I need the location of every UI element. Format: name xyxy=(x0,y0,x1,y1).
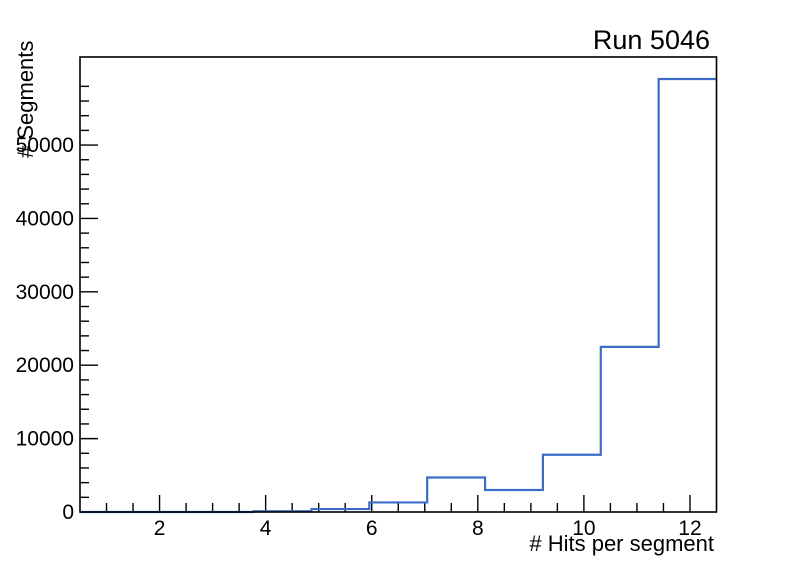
y-axis-title: # Segments xyxy=(13,41,38,158)
y-tick-label: 50000 xyxy=(16,134,74,157)
plot-frame xyxy=(79,56,718,513)
y-tick-label: 40000 xyxy=(16,207,74,230)
x-axis-title: # Hits per segment xyxy=(529,531,714,556)
y-tick-label: 10000 xyxy=(16,428,74,451)
x-tick-label: 8 xyxy=(472,517,484,540)
y-tick-label: 30000 xyxy=(16,281,74,304)
y-tick-label: 20000 xyxy=(16,354,74,377)
axis-ticks xyxy=(80,85,691,513)
x-tick-label: 2 xyxy=(154,517,166,540)
x-tick-label: 6 xyxy=(366,517,378,540)
x-tick-label: 10 xyxy=(572,517,595,540)
histogram-series xyxy=(80,77,717,514)
x-tick-label: 4 xyxy=(260,517,272,540)
chart-title: Run 5046 xyxy=(593,25,710,55)
x-tick-label: 12 xyxy=(678,517,701,540)
axis-tick-labels: 2 4 6 8 10 12 0 10000 20000 30000 40000 50000 xyxy=(16,134,702,540)
y-tick-label: 0 xyxy=(62,501,74,524)
histogram-step-line xyxy=(80,77,717,514)
